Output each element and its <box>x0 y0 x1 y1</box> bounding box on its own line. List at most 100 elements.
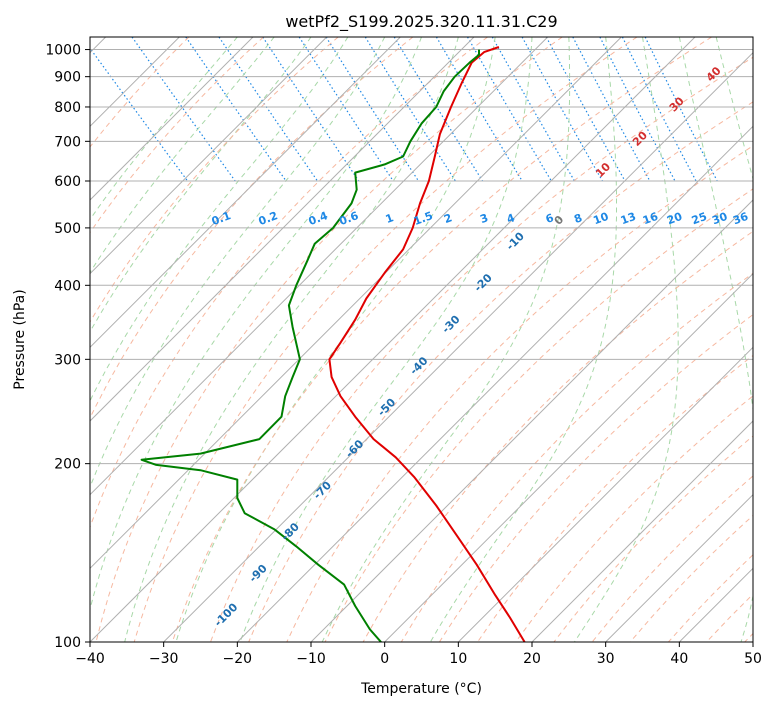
mixing-ratio-label: 30 <box>710 210 729 228</box>
plot-area: 0.1 0.2 0.4 0.6 1 1.5 2 3 4 6 8 10 13 16 20 25 30 36-100-… <box>90 37 753 642</box>
mixing-ratio-label: 1 <box>384 211 396 226</box>
mixing-ratio-label: 13 <box>619 210 638 227</box>
mixing-ratio-label: 3 <box>478 211 490 226</box>
mixing-ratio-label: 0.4 <box>307 209 330 228</box>
moist-adiabat-line <box>90 37 422 612</box>
y-axis-title: Pressure (hPa) <box>12 289 28 389</box>
mixing-ratio-line <box>435 37 523 182</box>
y-axis: 1000 900 800 700 600 500 400 300 200 100 <box>45 43 90 651</box>
dry-adiabat-lines <box>90 37 753 642</box>
mixing-ratio-label: 36 <box>731 210 750 228</box>
x-tick-label: 0 <box>380 651 389 667</box>
mixing-ratio-line <box>644 37 718 182</box>
moist-adiabat-line <box>175 37 496 642</box>
moist-adiabat-line <box>429 37 617 642</box>
moist-adiabat-line <box>573 37 679 642</box>
mixing-ratio-line <box>621 37 697 182</box>
mixing-ratio-label: 8 <box>572 211 584 226</box>
y-tick-label: 900 <box>54 70 81 86</box>
mixing-ratio-label: 1.5 <box>412 209 435 228</box>
dry-adiabat-line <box>95 37 563 642</box>
x-tick-label: 10 <box>449 651 467 667</box>
plot-frame <box>89 36 754 643</box>
y-tick-label: 1000 <box>45 43 81 59</box>
mixing-ratio-label: 10 <box>591 210 610 228</box>
dry-adiabat-line <box>515 395 753 642</box>
x-tick-label: 20 <box>523 651 541 667</box>
dry-adiabat-line <box>248 101 753 642</box>
y-tick-label: 600 <box>54 174 81 190</box>
mixing-ratio-line <box>262 37 360 182</box>
dry-adiabat-line <box>210 56 753 642</box>
mixing-ratio-label: 16 <box>641 210 660 228</box>
mixing-ratio-lines <box>90 37 718 182</box>
moist-adiabat-line <box>90 37 349 403</box>
moist-adiabat-line <box>321 37 571 642</box>
mixing-ratio-line <box>393 37 484 182</box>
mixing-ratio-label: 2 <box>442 211 454 226</box>
isotherm-line <box>310 199 753 642</box>
mixing-ratio-line <box>131 37 236 182</box>
dry-adiabat-line <box>286 145 753 642</box>
mixing-ratio-line <box>545 37 626 182</box>
moist-adiabat-line <box>239 37 533 642</box>
moist-adiabat-line <box>90 37 312 333</box>
mixing-ratio-label: 0.1 <box>210 209 233 228</box>
dry-adiabat-line <box>171 37 712 642</box>
dry-adiabat-line <box>90 37 264 234</box>
isotherm-lines <box>90 37 753 642</box>
x-tick-label: −10 <box>296 651 326 667</box>
mixing-ratio-label: 0.6 <box>338 209 361 228</box>
mixing-ratio-line <box>364 37 456 182</box>
mixing-ratio-line <box>90 47 189 182</box>
pressure-grid-lines <box>90 49 753 642</box>
isotherm-line <box>457 346 753 642</box>
x-tick-label: 50 <box>744 651 762 667</box>
dry-adiabat-line <box>90 37 488 529</box>
isotherm-line <box>605 493 753 642</box>
y-tick-label: 100 <box>54 635 81 651</box>
isotherm-line <box>90 37 475 422</box>
isotherm-line <box>90 37 328 275</box>
x-tick-label: 40 <box>670 651 688 667</box>
mixing-ratio-label: 4 <box>505 211 517 226</box>
mixing-ratio-label: 0.2 <box>257 209 280 228</box>
dry-adiabat-line <box>438 313 753 642</box>
mixing-ratio-label: 25 <box>690 210 709 227</box>
isotherm-line <box>236 125 753 642</box>
y-tick-label: 500 <box>54 221 81 237</box>
moist-adiabat-line <box>90 37 275 274</box>
isotherm-line <box>531 420 753 642</box>
x-tick-label: 30 <box>597 651 615 667</box>
dry-adiabat-line <box>133 37 638 642</box>
y-tick-label: 200 <box>54 457 81 473</box>
isotherm-line <box>384 272 753 642</box>
dry-adiabat-line <box>400 272 753 642</box>
y-tick-label: 700 <box>54 134 81 150</box>
mixing-ratio-label: 6 <box>544 211 556 226</box>
isotherm-line <box>90 37 254 201</box>
y-tick-label: 800 <box>54 100 81 116</box>
x-axis-title: Temperature (°C) <box>360 681 482 697</box>
moist-adiabat-line <box>124 37 459 642</box>
isotherm-line <box>90 37 401 349</box>
y-tick-label: 400 <box>54 278 81 294</box>
x-tick-label: −30 <box>149 651 179 667</box>
isotherm-line <box>163 51 753 642</box>
dry-adiabat-line <box>90 37 190 148</box>
moist-adiabat-lines <box>90 37 753 642</box>
profile-series <box>140 46 526 642</box>
temperature-line <box>328 46 526 642</box>
isotherm-line <box>90 37 622 570</box>
x-tick-label: −40 <box>75 651 105 667</box>
dry-adiabat-line <box>90 37 339 323</box>
chart-title: wetPf2_S199.2025.320.11.31.C29 <box>285 12 557 32</box>
x-axis: −40 −30 −20 −10 0 10 20 30 40 50 <box>75 642 762 667</box>
moist-adiabat-line <box>90 37 238 221</box>
y-tick-label: 300 <box>54 352 81 368</box>
dewpoint-line <box>140 49 480 642</box>
mixing-ratio-line <box>599 37 676 182</box>
mixing-ratio-label: 20 <box>665 210 684 228</box>
isotherm-line <box>90 37 549 496</box>
